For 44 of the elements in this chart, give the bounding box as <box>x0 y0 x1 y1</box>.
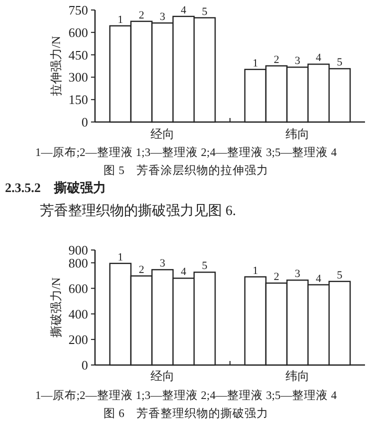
text: 芳香整理织物的撕破强力见图 6. <box>40 203 236 219</box>
y-axis-title: 撕破强力/N <box>49 277 63 338</box>
y-tick-label: 150 <box>68 92 88 108</box>
text: 1—原布;2—整理液 1;3—整理液 2;4—整理液 3;5—整理液 4 <box>35 388 338 402</box>
text: 2.3.5.2 撕破强力 <box>5 180 106 195</box>
text: 3 <box>294 268 300 280</box>
text: 1—原布;2—整理液 1;3—整理液 2;4—整理液 3;5—整理液 4 <box>35 145 338 159</box>
x-tick-label: 经向 <box>150 369 174 383</box>
series-label: 3 <box>160 258 166 270</box>
series-label: 4 <box>180 4 187 16</box>
text: 1 <box>252 57 258 70</box>
text: 1 <box>252 264 258 277</box>
text: 4 <box>316 272 322 285</box>
y-tick-label: 800 <box>68 255 88 270</box>
series-label: 1 <box>118 14 124 26</box>
y-tick-label: 750 <box>68 2 88 18</box>
y-tick-label: 0 <box>82 114 88 130</box>
text: 5 <box>336 56 342 69</box>
y-tick-label: 450 <box>68 47 88 62</box>
series-label: 5 <box>202 260 208 272</box>
text: 2 <box>274 271 280 284</box>
x-tick-label: 纬向 <box>286 369 310 383</box>
y-tick-label: 300 <box>68 70 88 85</box>
series-label: 1 <box>118 251 124 264</box>
y-tick-label: 600 <box>68 280 88 296</box>
y-tick-label: 400 <box>68 306 88 322</box>
text: 3 <box>294 55 300 68</box>
y-axis-title: 拉伸强力/N <box>49 36 63 96</box>
x-tick-label: 纬向 <box>286 127 310 141</box>
series-label: 3 <box>160 10 166 23</box>
text: 2 <box>274 54 280 66</box>
y-tick-label: 600 <box>68 24 88 40</box>
text: 图 6 芳香整理织物的撕破强力 <box>104 407 268 420</box>
text: 图 5 芳香涂层织物的拉伸强力 <box>104 164 268 177</box>
x-tick-label: 经向 <box>150 127 174 141</box>
series-label: 2 <box>138 264 144 276</box>
text: 4 <box>316 52 322 64</box>
series-label: 5 <box>202 6 208 18</box>
y-tick-label: 200 <box>68 332 88 347</box>
text: 5 <box>336 269 342 282</box>
y-tick-label: 900 <box>68 242 88 258</box>
series-label: 2 <box>138 9 144 22</box>
series-label: 4 <box>180 266 187 278</box>
y-tick-label: 0 <box>82 358 88 372</box>
